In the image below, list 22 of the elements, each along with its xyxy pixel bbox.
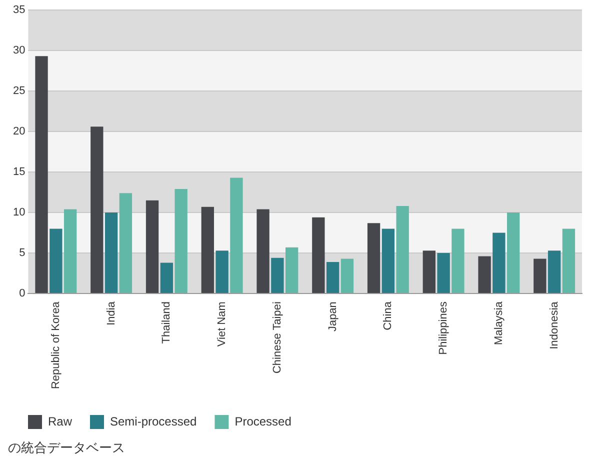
x-tick-label: Philippines: [438, 301, 450, 355]
x-tick-label: Republic of Korea: [50, 300, 62, 390]
x-tick-label: Indonesia: [548, 300, 560, 350]
y-tick-label: 25: [12, 85, 26, 98]
x-tick-label: Thailand: [160, 302, 173, 344]
y-tick-label: 10: [12, 206, 26, 219]
x-tick-label: Viet Nam: [216, 302, 228, 347]
y-tick-label: 20: [12, 126, 26, 138]
text: の統合データベース: [8, 440, 125, 456]
y-tick-label: 5: [19, 247, 26, 260]
legend-label: Raw: [48, 414, 72, 428]
x-tick-label: China: [382, 300, 394, 330]
y-tick-label: 15: [12, 166, 26, 178]
y-tick-label: 35: [12, 4, 26, 16]
legend-label: Processed: [234, 414, 292, 428]
x-tick-label: Chinese Taipei: [271, 302, 284, 374]
x-tick-label: Malaysia: [492, 300, 505, 345]
y-tick-label: 30: [12, 44, 26, 57]
y-tick-label: 0: [19, 288, 26, 300]
x-tick-label: Japan: [326, 302, 339, 332]
legend-label: Semi-processed: [110, 414, 197, 428]
x-tick-label: India: [105, 300, 118, 326]
